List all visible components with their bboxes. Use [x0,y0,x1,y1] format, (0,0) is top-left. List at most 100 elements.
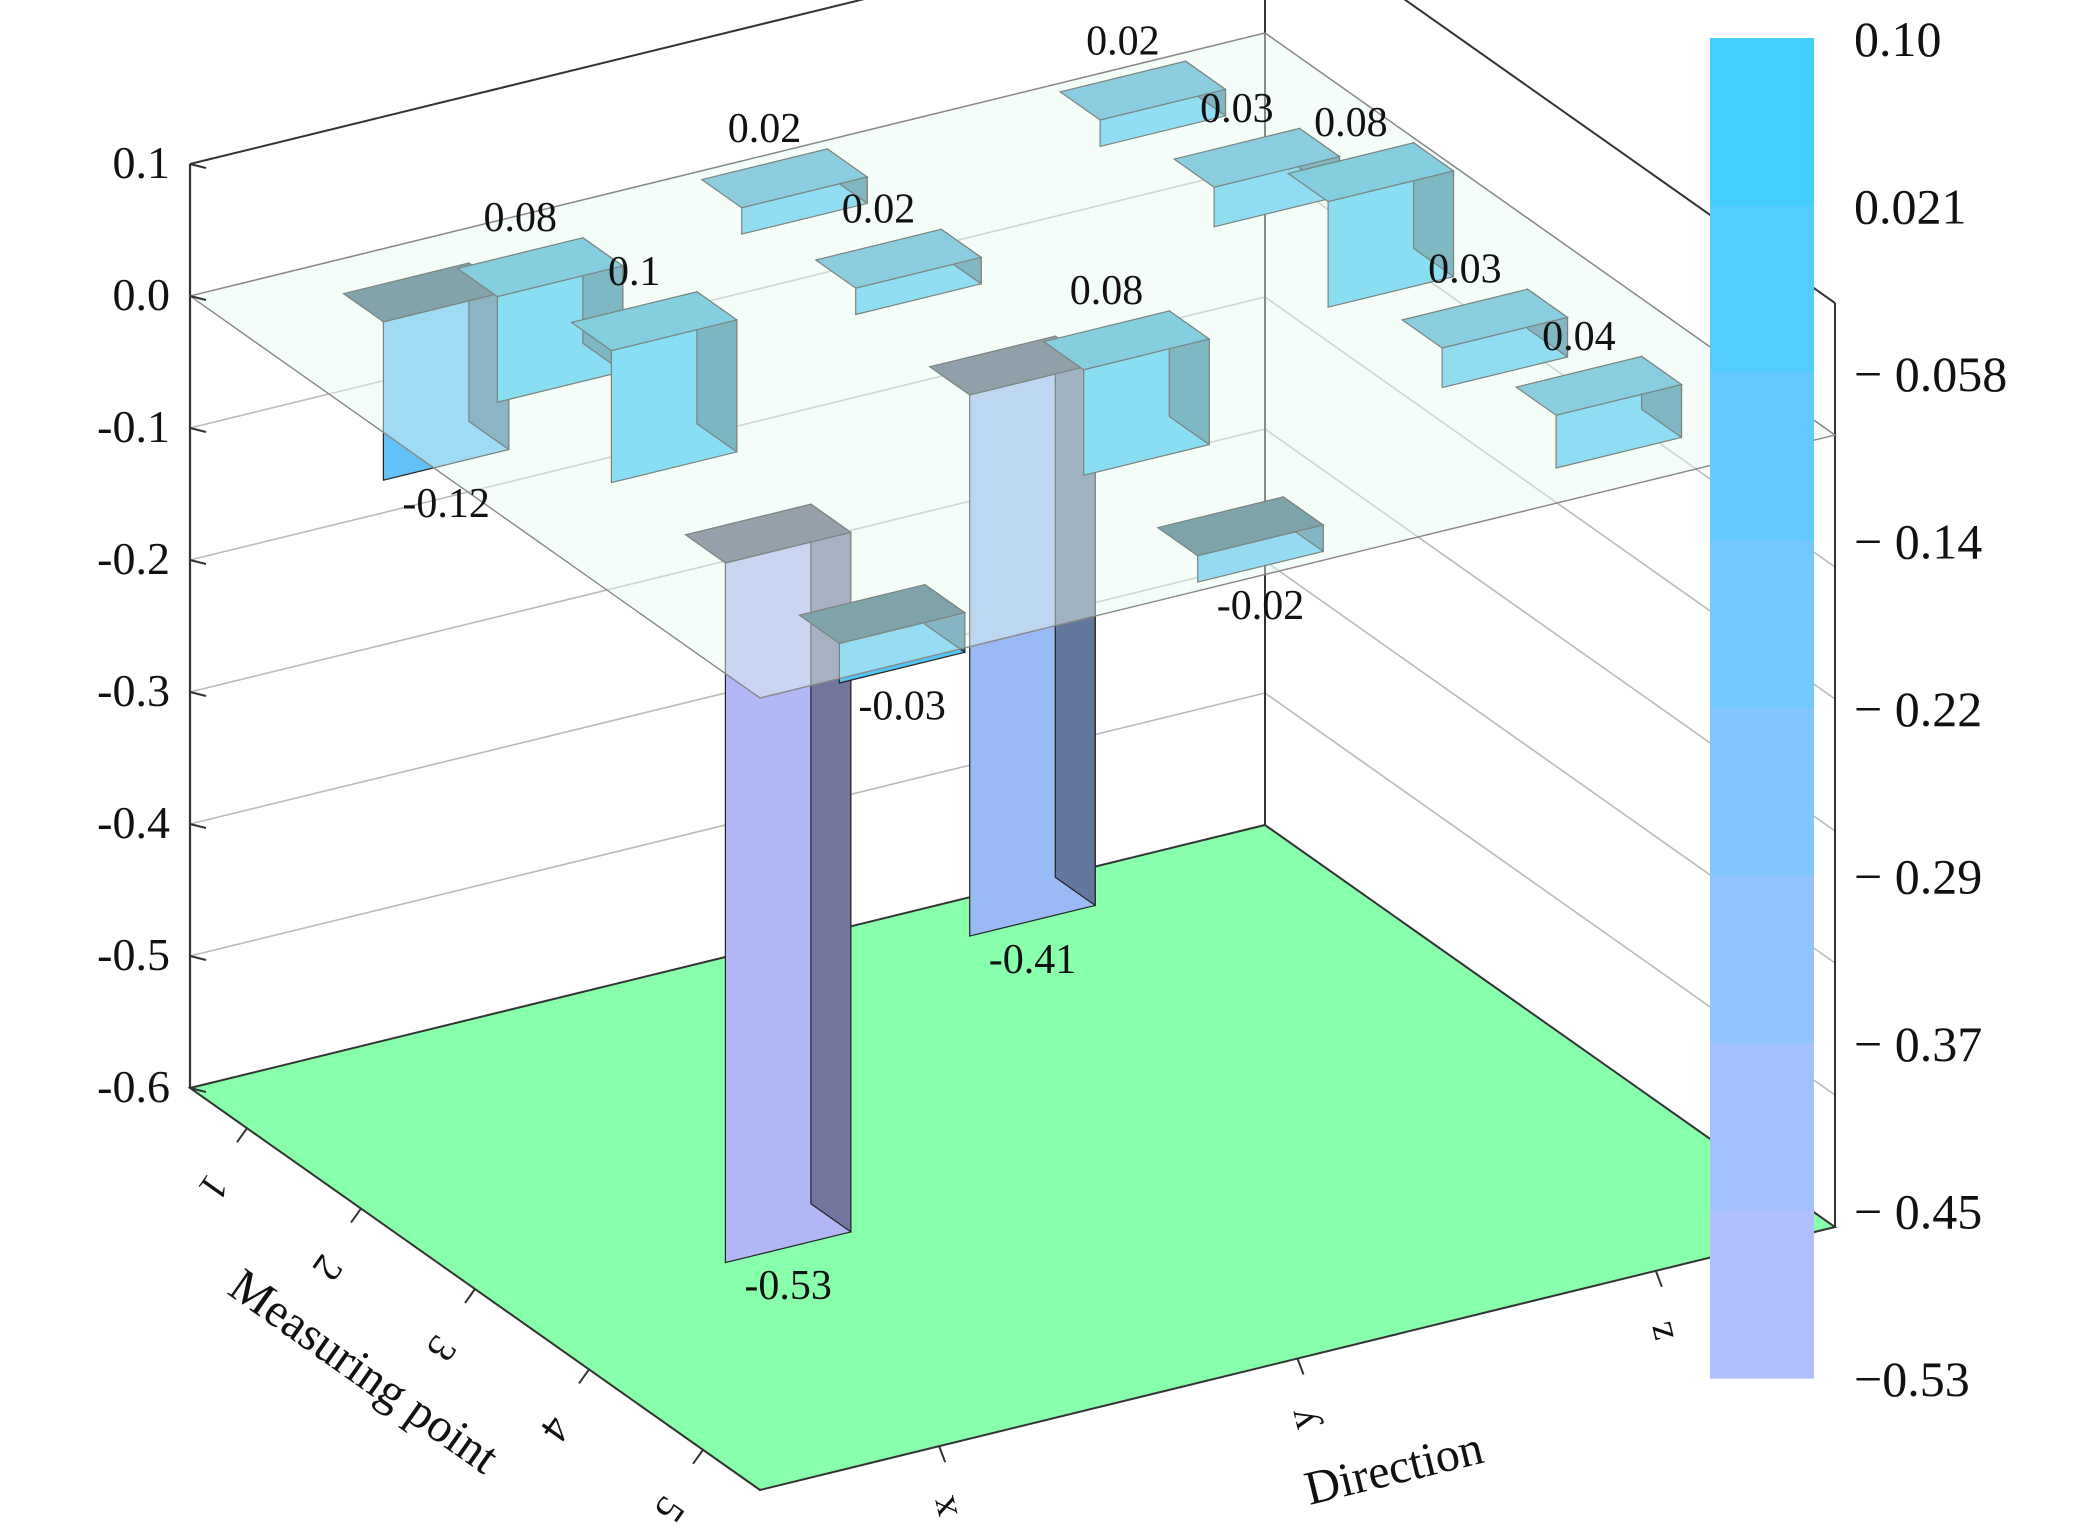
z-tick-mark [189,295,207,301]
bar-top-face [456,237,625,298]
direction-tick-label: z [1635,1318,1683,1346]
floor [187,823,1838,1492]
bar-value-label: 0.08 [483,195,557,241]
bar-value-label: -0.02 [1217,583,1305,629]
colorbar-band [1710,1210,1814,1379]
z-tick-mark [189,823,207,829]
colorbar: 0.10 0.021 − 0.058 − 0.14 − 0.22 − 0.29 − 0.37… [1710,11,2007,1407]
colorbar-label: −0.53 [1854,1351,1970,1407]
z-tick-label: 0.1 [113,137,171,188]
bar-4-x [684,503,853,1264]
floor-plane [187,823,1838,1492]
z-tick-mark [189,955,207,961]
measuring-point-tick-label: 1 [190,1167,238,1209]
bar-5-y [1156,495,1325,583]
direction-tick [1654,1270,1663,1288]
measuring-point-tick-label: 3 [418,1328,466,1370]
bar-3-y [928,334,1097,937]
colorbar-band [1710,708,1814,877]
bar-top-face [1042,310,1211,371]
bar-value-label: 0.08 [1070,268,1144,314]
bar-3-z [1286,141,1455,308]
bar-5-z [1514,355,1683,469]
z-tick-mark [189,427,207,433]
measuring-point-tick [464,1288,476,1304]
measuring-point-axis-title: Measuring point [220,1259,509,1485]
direction-tick-label: x [918,1492,966,1522]
z-tick-label: -0.4 [97,797,170,848]
bar-top-face [684,503,853,564]
z-tick-label: -0.1 [97,401,170,452]
colorbar-label: 0.10 [1854,11,1942,67]
bar-labels: 0.02 0.02 0.03 -0.12 0.02 0.08 0.08 -0.41 0.03 0.… [402,19,1615,1310]
direction-tick-label: y [1276,1405,1324,1435]
z-tick-label: -0.6 [97,1061,170,1112]
measuring-point-tick-label: 2 [304,1247,352,1289]
bar-top-face [1172,127,1341,188]
bar-1-y [700,147,869,235]
measuring-point-tick-label: 5 [646,1488,694,1526]
colorbar-band [1710,205,1814,374]
bar-value-label: 0.04 [1542,314,1616,360]
bar-top-face [1400,288,1569,349]
direction-tick [1296,1358,1305,1375]
bar-top-face [1058,60,1227,121]
measuring-point-tick [350,1208,362,1224]
bar-value-label: -0.41 [989,937,1077,983]
colorbar-label: − 0.14 [1854,514,1982,570]
colorbar-label: − 0.22 [1854,681,1982,737]
bar-top-face [814,228,983,289]
colorbar-band [1710,1043,1814,1212]
bar-value-label: 0.03 [1200,86,1274,132]
colorbar-band [1710,373,1814,542]
colorbar-label: − 0.058 [1854,346,2007,402]
zero-plane-fill [188,32,1837,699]
bar-value-label: 0.02 [1086,19,1160,65]
bar-5-x [798,583,967,684]
bar-top-face [570,291,739,352]
measuring-point-tick [236,1127,248,1143]
bar-value-label: 0.08 [1314,100,1388,146]
measuring-point-tick-label: 4 [532,1408,580,1450]
direction-tick [938,1445,947,1463]
colorbar-band [1710,875,1814,1044]
z-tick-label: -0.5 [97,929,170,980]
bar-top-face [1156,496,1325,557]
bar-value-label: -0.53 [744,1263,832,1309]
bar-3-x [570,290,739,484]
bar-top-face [700,148,869,209]
bar-value-label: 0.1 [608,249,661,295]
z-tick-mark [189,559,207,565]
colorbar-band [1710,38,1814,207]
bar-value-label: 0.03 [1428,247,1502,293]
bar-value-label: 0.02 [842,187,916,233]
z-tick-label: -0.3 [97,665,170,716]
direction-axis-title: Direction [1299,1421,1488,1515]
bar-value-label: -0.12 [402,481,490,527]
bars-group [342,60,1683,1264]
colorbar-band [1710,540,1814,709]
measuring-point-tick [692,1449,704,1465]
z-tick-label: -0.2 [97,533,170,584]
z-tick-mark [189,163,207,169]
bar-4-z [1400,288,1569,389]
bar-top-face [1286,142,1455,203]
colorbar-label: 0.021 [1854,179,1967,235]
bar-value-label: -0.03 [858,684,946,730]
zero-plane [188,32,1837,699]
bar-2-y [814,228,983,316]
colorbar-label: − 0.37 [1854,1016,1982,1072]
colorbar-label: − 0.45 [1854,1184,1982,1240]
measuring-point-tick [578,1368,590,1384]
z-tick-mark [189,1087,207,1093]
bar-top-face [1514,355,1683,416]
colorbar-label: − 0.29 [1854,849,1982,905]
top-back-edges [189,0,1836,304]
bar-value-label: 0.02 [728,106,802,152]
bar-top-face [798,583,967,645]
z-tick-mark [189,691,207,697]
bar-4-y [1042,309,1211,477]
z-tick-label: 0.0 [113,269,171,320]
